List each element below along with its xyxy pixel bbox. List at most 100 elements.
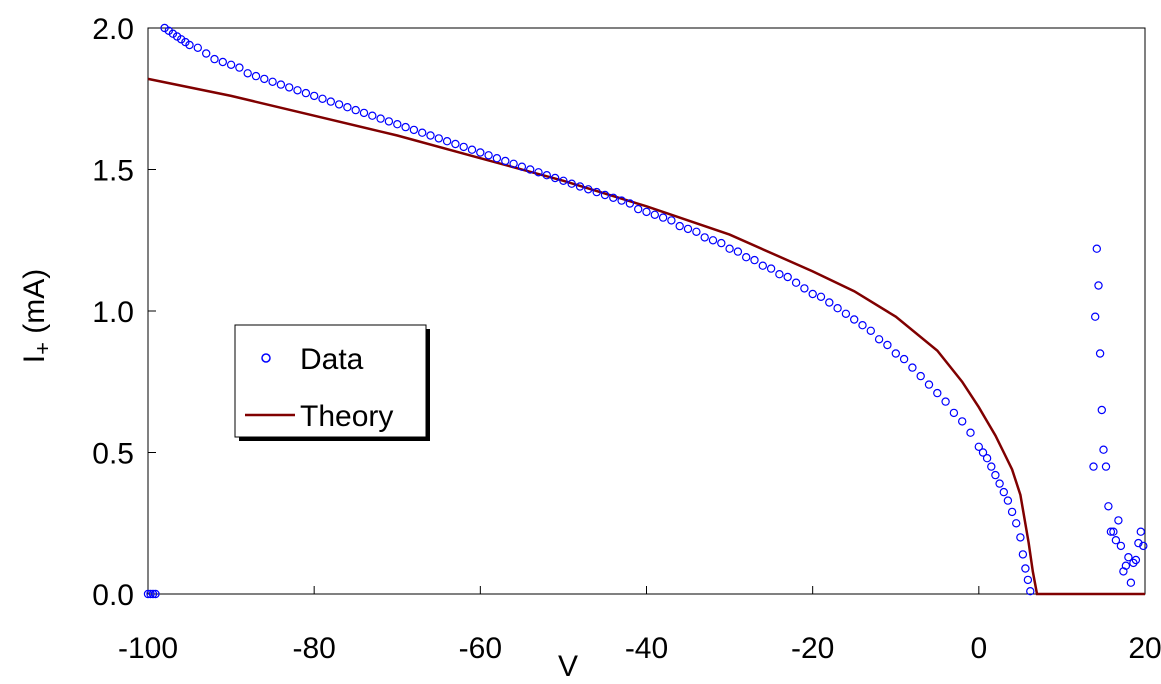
data-point [675, 221, 684, 231]
data-point [517, 162, 527, 171]
data-point [650, 210, 660, 219]
y-tick-label: 2.0 [92, 13, 134, 46]
data-point [151, 589, 160, 599]
data-point [800, 284, 809, 293]
data-point [146, 589, 155, 599]
data-point [185, 40, 194, 50]
x-tick-label: -60 [459, 632, 502, 665]
data-point [226, 60, 236, 70]
x-tick-label: -40 [625, 632, 668, 665]
legend-data-marker [261, 353, 271, 363]
data-point [1106, 527, 1116, 536]
data-point [858, 321, 867, 330]
data-point [418, 128, 427, 137]
data-point [733, 247, 743, 256]
y-axis-title: I+ (mA) [18, 269, 55, 364]
data-point [1003, 496, 1013, 505]
x-axis: -100 -80 -60 -40 -20 0 20 [118, 586, 1161, 665]
data-point [201, 49, 211, 58]
data-point [1012, 519, 1021, 528]
data-point [841, 309, 851, 318]
data-point [501, 156, 510, 166]
data-point [285, 83, 294, 92]
data-point [1097, 405, 1107, 415]
data-point [991, 470, 1000, 480]
series-data [143, 23, 1148, 599]
data-point [982, 454, 992, 463]
data-point [359, 108, 369, 118]
data-point [334, 100, 344, 109]
data-point [1016, 533, 1025, 542]
data-point [850, 315, 859, 324]
data-point [148, 589, 158, 599]
data-point [866, 326, 876, 335]
data-point [883, 340, 892, 350]
data-point [243, 69, 252, 78]
data-point [451, 139, 460, 149]
y-axis-title-main: I [18, 355, 51, 363]
data-point [1099, 445, 1108, 454]
y-tick-label: 1.0 [92, 296, 134, 329]
data-point [218, 57, 227, 67]
data-point [1026, 587, 1035, 596]
x-tick-label: -100 [118, 632, 178, 665]
data-point [343, 102, 352, 112]
data-point [891, 349, 901, 358]
data-point [999, 487, 1009, 497]
data-point [700, 233, 709, 242]
x-axis-title: V [558, 650, 578, 683]
data-point [775, 270, 784, 279]
data-point [708, 236, 718, 245]
data-point [318, 94, 327, 104]
data-point [1116, 541, 1126, 551]
data-point [592, 187, 601, 197]
data-point [193, 43, 202, 53]
data-point [874, 335, 884, 344]
data-point [609, 193, 618, 202]
data-point [235, 63, 244, 72]
x-tick-label: 0 [970, 632, 987, 665]
data-point [575, 182, 585, 191]
data-point [301, 88, 311, 98]
x-tick-label: -20 [791, 632, 834, 665]
x-tick-label: -80 [292, 632, 335, 665]
data-point [268, 77, 277, 87]
data-point [1121, 561, 1131, 570]
data-point [916, 371, 925, 381]
data-point [168, 29, 178, 38]
data-point [1134, 538, 1143, 548]
data-point [1021, 564, 1030, 573]
data-point [484, 151, 493, 160]
data-point [692, 227, 701, 236]
data-point [725, 244, 734, 253]
data-point [401, 122, 410, 132]
data-point [1131, 555, 1141, 565]
legend-data-label: Data [300, 343, 364, 376]
data-point [1094, 281, 1103, 290]
legend: Data Theory [234, 324, 430, 441]
data-point [393, 119, 402, 129]
legend-box [234, 324, 427, 438]
data-point [658, 213, 668, 222]
data-point [966, 428, 975, 437]
y-tick-label: 0.5 [92, 438, 134, 471]
data-point [1136, 527, 1146, 536]
data-point [260, 74, 269, 84]
data-point [899, 354, 909, 364]
y-axis-title-unit: (mA) [18, 269, 51, 342]
data-point [924, 380, 934, 389]
data-point [949, 408, 959, 418]
data-point [667, 216, 676, 225]
y-tick-label: 0.0 [92, 579, 134, 612]
data-point [1095, 349, 1105, 358]
data-point [251, 71, 261, 81]
data-point [908, 363, 917, 372]
data-point [467, 145, 477, 154]
data-point [442, 136, 452, 146]
data-point [617, 196, 626, 205]
data-point [492, 153, 502, 163]
data-point [995, 479, 1004, 488]
data-point [625, 199, 635, 208]
data-point [683, 224, 693, 234]
data-point [1101, 462, 1111, 471]
